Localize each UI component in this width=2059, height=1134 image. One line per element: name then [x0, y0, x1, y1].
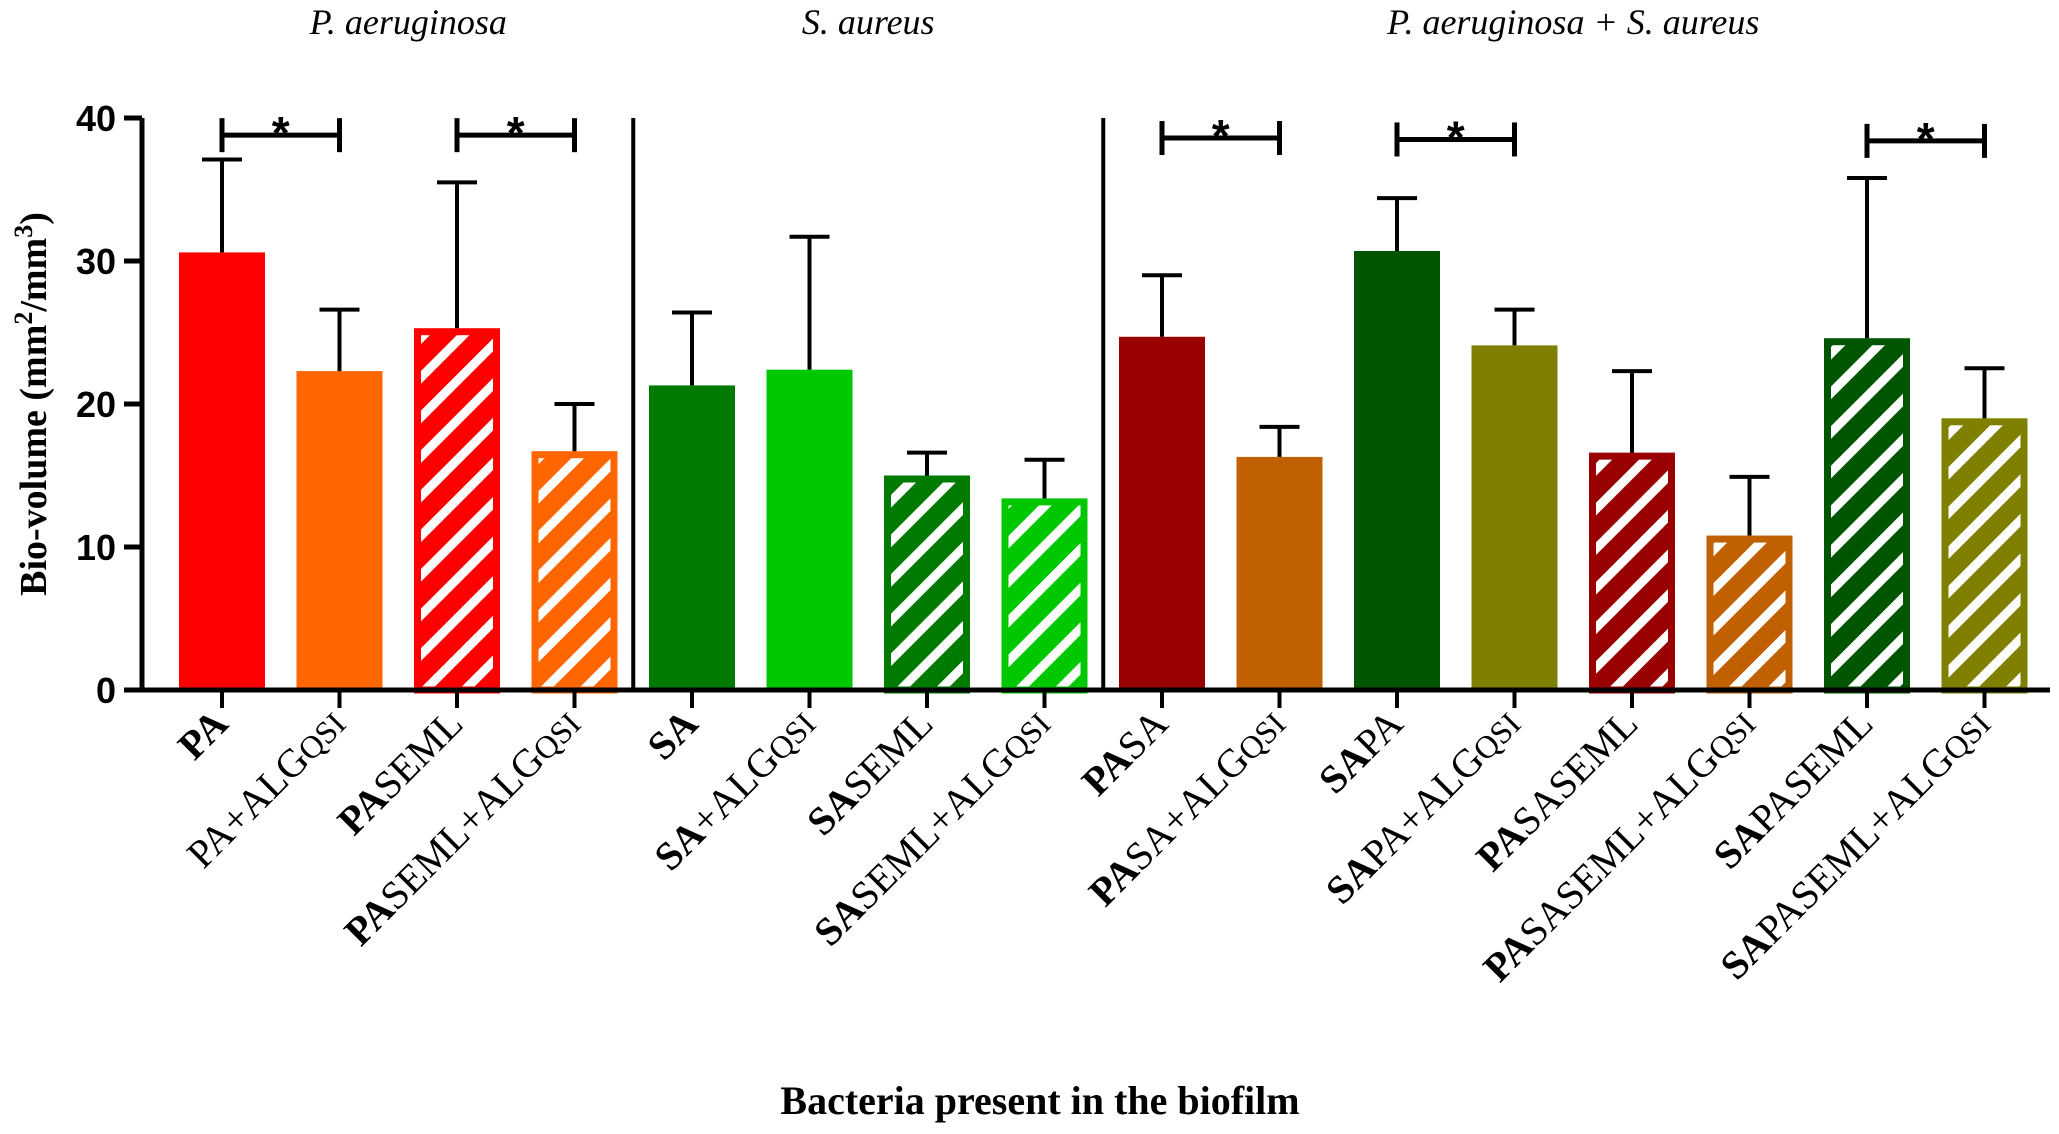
bar-sapaseml-algqsi	[1941, 418, 2028, 694]
bar-pasaseml	[1589, 452, 1675, 694]
significance-bracket: *	[219, 107, 342, 159]
y-tick-label: 0	[96, 670, 116, 711]
y-tick-label: 40	[76, 98, 116, 139]
error-bar	[1847, 176, 1887, 339]
bar-paseml-algqsi	[531, 451, 618, 694]
error-bar	[554, 402, 595, 452]
y-tick-label: 10	[76, 527, 116, 568]
bar-pasa-algqsi	[1236, 456, 1323, 690]
bar-sapa-algqsi	[1471, 345, 1558, 690]
error-bar	[437, 180, 477, 329]
x-tick-label: PASA	[1073, 700, 1177, 804]
x-tick-label: SAPA	[1310, 700, 1412, 802]
significance-star: *	[1212, 110, 1230, 162]
x-tick-label: SA	[638, 700, 706, 768]
bar-pasaseml-algqsi	[1706, 535, 1793, 694]
error-bar	[1964, 366, 2005, 419]
significance-bracket: *	[1394, 111, 1517, 163]
bar-sapa	[1354, 250, 1440, 691]
x-axis-title: Bacteria present in the biofilm	[780, 1078, 1299, 1123]
error-bar	[1142, 273, 1182, 337]
bar-sapaseml	[1824, 338, 1910, 694]
bar-pasa	[1119, 336, 1205, 690]
group-label: P. aeruginosa + S. aureus	[1386, 2, 1759, 42]
group-label: P. aeruginosa	[309, 2, 507, 42]
bar-pa	[179, 252, 265, 691]
y-tick-label: 30	[76, 241, 116, 282]
error-bar	[1259, 424, 1300, 457]
bar-sa-algqsi	[766, 369, 853, 690]
group-label: S. aureus	[802, 2, 935, 42]
error-bar	[789, 234, 830, 370]
error-bar	[319, 307, 360, 372]
significance-bracket: *	[1864, 113, 1987, 165]
significance-bracket: *	[1159, 110, 1282, 162]
bar-sa	[649, 385, 735, 690]
bar-paseml	[414, 328, 500, 694]
error-bar	[1612, 369, 1652, 453]
error-bar	[672, 310, 712, 386]
error-bar	[1729, 474, 1770, 536]
error-bar	[907, 450, 947, 476]
significance-star: *	[272, 107, 290, 159]
y-tick-label: 20	[76, 384, 116, 425]
x-tick-label: PA	[169, 700, 237, 768]
significance-star: *	[507, 107, 525, 159]
error-bar	[1494, 307, 1535, 346]
error-bar	[1377, 196, 1417, 251]
bar-pa-algqsi	[296, 371, 383, 690]
significance-bracket: *	[454, 107, 577, 159]
significance-star: *	[1917, 113, 1935, 165]
error-bar	[1024, 457, 1065, 499]
error-bar	[202, 157, 242, 253]
y-axis-title: Bio-volume (mm2/mm3)	[9, 212, 56, 596]
bar-saseml	[884, 475, 970, 694]
bar-saseml-algqsi	[1001, 498, 1088, 694]
significance-star: *	[1447, 111, 1465, 163]
